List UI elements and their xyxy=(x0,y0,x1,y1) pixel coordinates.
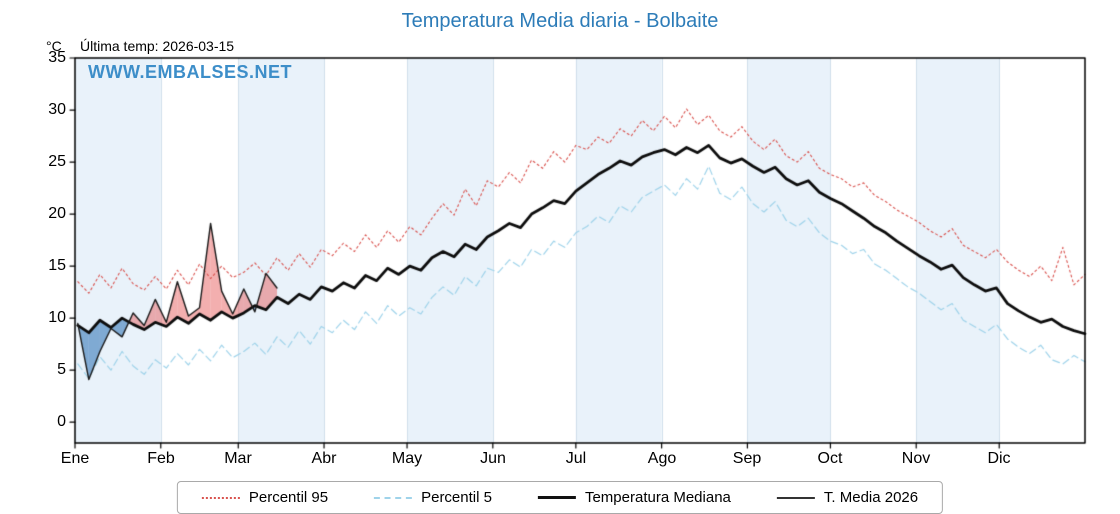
x-tick-label: Nov xyxy=(901,450,931,467)
x-tick-label: Sep xyxy=(732,450,762,467)
x-tick-label: Ene xyxy=(60,450,90,467)
legend-label: Percentil 5 xyxy=(421,489,492,506)
y-tick-label: 10 xyxy=(48,309,66,326)
x-tick-label: Jun xyxy=(480,450,506,467)
y-tick-label: 35 xyxy=(48,49,66,66)
x-tick-label: Jul xyxy=(565,450,587,467)
legend-label: Percentil 95 xyxy=(248,489,329,506)
legend-item-t-media-2026: T. Media 2026 xyxy=(776,489,919,506)
y-tick-label: 30 xyxy=(48,101,66,118)
x-tick-label: Oct xyxy=(817,450,843,467)
chart-title: Temperatura Media diaria - Bolbaite xyxy=(401,10,719,32)
percentil-5-line-icon xyxy=(374,496,413,499)
temperature-chart-canvas xyxy=(0,0,1120,500)
y-tick-label: 0 xyxy=(57,413,66,430)
y-tick-label: 20 xyxy=(48,205,66,222)
y-tick-label: 15 xyxy=(48,257,66,274)
legend-item-percentil-5: Percentil 5 xyxy=(374,489,492,506)
x-tick-label: Mar xyxy=(224,450,252,467)
x-tick-label: Feb xyxy=(147,450,175,467)
x-tick-label: Abr xyxy=(311,450,337,467)
x-tick-label: Dic xyxy=(987,450,1011,467)
y-tick-label: 25 xyxy=(48,153,66,170)
percentil-95-line-icon xyxy=(201,496,240,499)
legend-item-temperatura-mediana: Temperatura Mediana xyxy=(537,489,731,506)
legend-label: Temperatura Mediana xyxy=(584,489,731,506)
last-temp-subtitle: Última temp: 2026-03-15 xyxy=(80,38,235,54)
x-tick-label: May xyxy=(391,450,423,467)
y-tick-label: 5 xyxy=(57,361,66,378)
x-tick-label: Ago xyxy=(647,450,677,467)
watermark-embalses: WWW.EMBALSES.NET xyxy=(88,62,292,82)
chart-legend: Percentil 95 Percentil 5 Temperatura Med… xyxy=(176,481,944,514)
t-media-2026-line-icon xyxy=(776,496,815,499)
legend-label: T. Media 2026 xyxy=(823,489,919,506)
temperatura-mediana-line-icon xyxy=(537,496,576,499)
legend-item-percentil-95: Percentil 95 xyxy=(201,489,329,506)
y-axis-unit-label: °C xyxy=(46,38,62,54)
